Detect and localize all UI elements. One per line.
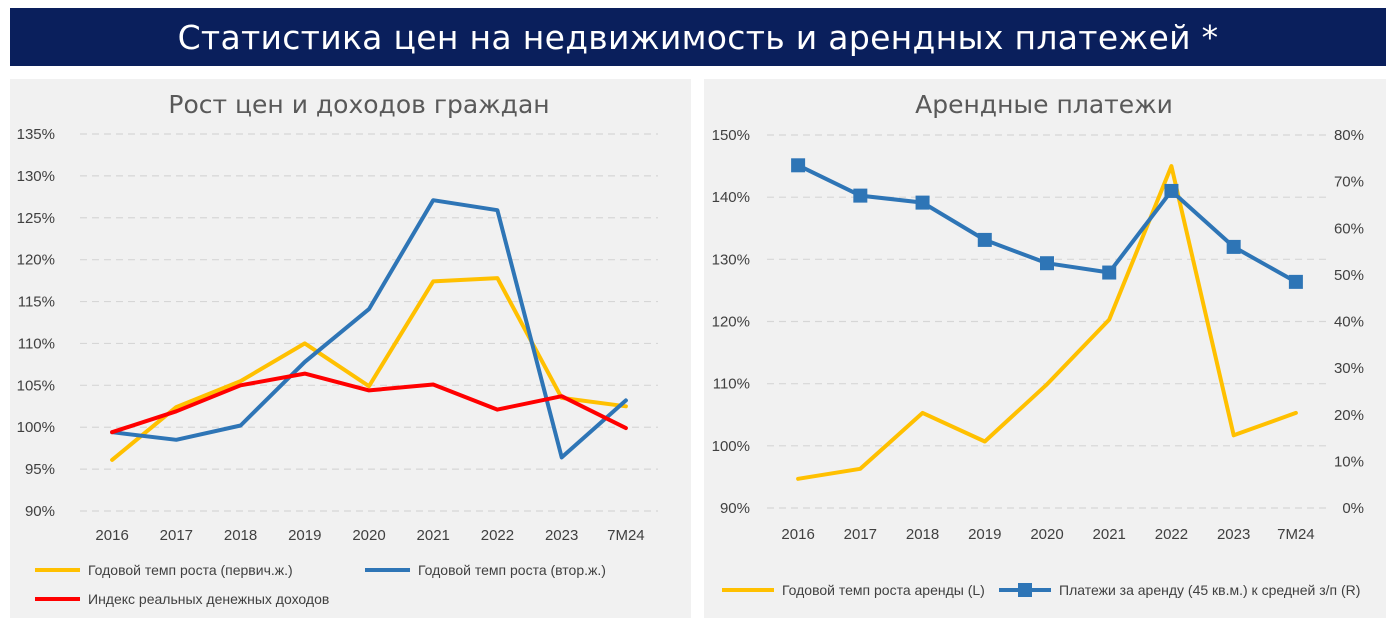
y-left-tick-label: 100% [712, 438, 750, 455]
y-right-tick-label: 0% [1342, 500, 1364, 517]
x-tick-label: 2020 [1030, 526, 1063, 543]
x-tick-label: 2017 [160, 527, 193, 544]
legend-label: Индекс реальных денежных доходов [88, 591, 329, 607]
x-tick-label: 2016 [95, 527, 128, 544]
y-right-tick-label: 10% [1334, 453, 1364, 470]
legend-marker [1018, 583, 1032, 597]
x-tick-label: 2022 [481, 527, 514, 544]
y-right-tick-label: 70% [1334, 174, 1364, 191]
x-tick-label: 2023 [1217, 526, 1250, 543]
x-tick-label: 2016 [781, 526, 814, 543]
page-title-banner: Статистика цен на недвижимость и арендны… [10, 8, 1386, 66]
y-tick-label: 95% [25, 461, 55, 478]
x-tick-label: 7M24 [607, 527, 645, 544]
x-tick-label: 7M24 [1277, 526, 1315, 543]
y-left-tick-label: 90% [720, 500, 750, 517]
page-title: Статистика цен на недвижимость и арендны… [177, 17, 1219, 57]
series-marker [1164, 183, 1179, 198]
x-tick-label: 2018 [906, 526, 939, 543]
rent-chart-panel: Арендные платежи 90% 100% 110% 120% 130% 140% 1… [704, 79, 1386, 618]
y-tick-label: 110% [18, 335, 55, 352]
y-left-tick-label: 120% [712, 314, 750, 331]
y-right-tick-label: 80% [1334, 127, 1364, 144]
legend-label: Годовой темп роста (первич.ж.) [88, 562, 293, 578]
y-tick-label: 115% [18, 294, 55, 311]
y-tick-label: 90% [25, 503, 55, 520]
series-marker [1226, 239, 1241, 254]
series-line-индекс-реальных-денежных-доходов [110, 371, 628, 435]
series-line-годовой-темп-роста-втор-ж- [110, 198, 628, 460]
x-tick-label: 2022 [1155, 526, 1188, 543]
x-tick-label: 2017 [844, 526, 877, 543]
y-tick-label: 135% [17, 126, 55, 143]
x-tick-label: 2020 [352, 527, 385, 544]
x-tick-label: 2021 [417, 527, 450, 544]
legend-label: Годовой темп роста аренды (L) [782, 582, 985, 598]
y-tick-label: 130% [17, 168, 55, 185]
series-marker [1040, 256, 1054, 271]
y-right-tick-label: 60% [1334, 220, 1364, 237]
legend-label: Платежи за аренду (45 кв.м.) к средней з… [1059, 582, 1360, 598]
chart-title: Рост цен и доходов граждан [168, 90, 549, 119]
series-marker [977, 232, 992, 247]
x-tick-label: 2019 [968, 526, 1001, 543]
y-right-tick-label: 50% [1334, 267, 1364, 284]
y-right-tick-label: 30% [1334, 360, 1364, 377]
rent-chart: Арендные платежи 90% 100% 110% 120% 130% 140% 1… [712, 90, 1364, 598]
series-marker [791, 158, 806, 173]
series-line-годовой-темп-роста-аренды-l- [796, 164, 1298, 481]
price-income-chart: Рост цен и доходов граждан 90% 95% 100% 105%… [17, 90, 658, 607]
y-left-tick-label: 140% [712, 189, 750, 206]
series-marker [915, 195, 930, 210]
series-marker [853, 188, 868, 203]
series-marker [1288, 274, 1303, 289]
y-left-tick-label: 110% [713, 376, 750, 393]
price-income-chart-panel: Рост цен и доходов граждан 90% 95% 100% 105%… [10, 79, 691, 618]
y-tick-label: 100% [17, 419, 55, 436]
y-tick-label: 125% [17, 210, 55, 227]
x-tick-label: 2018 [224, 527, 257, 544]
series-line-годовой-темп-роста-первич-ж- [110, 276, 628, 462]
y-left-tick-label: 130% [712, 251, 750, 268]
x-tick-label: 2023 [545, 527, 578, 544]
series-marker [1102, 265, 1117, 280]
y-right-tick-label: 20% [1334, 407, 1364, 424]
x-tick-label: 2021 [1093, 526, 1126, 543]
y-left-tick-label: 150% [712, 127, 750, 144]
chart-title: Арендные платежи [915, 90, 1173, 119]
legend-label: Годовой темп роста (втор.ж.) [418, 562, 606, 578]
y-right-tick-label: 40% [1334, 314, 1364, 331]
y-tick-label: 120% [17, 252, 55, 269]
y-tick-label: 105% [17, 377, 55, 394]
x-tick-label: 2019 [288, 527, 321, 544]
